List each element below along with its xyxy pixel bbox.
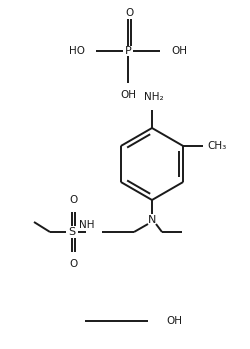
Text: OH: OH: [171, 46, 187, 56]
Text: P: P: [124, 46, 132, 56]
Text: OH: OH: [166, 316, 182, 326]
Text: NH₂: NH₂: [144, 92, 164, 102]
Text: N: N: [148, 215, 156, 225]
Text: O: O: [69, 195, 77, 205]
Text: O: O: [69, 259, 77, 269]
Text: S: S: [68, 227, 75, 237]
Text: O: O: [125, 8, 133, 18]
Text: CH₃: CH₃: [207, 141, 227, 151]
Text: NH: NH: [78, 220, 94, 230]
Text: HO: HO: [69, 46, 85, 56]
Text: OH: OH: [120, 90, 136, 100]
